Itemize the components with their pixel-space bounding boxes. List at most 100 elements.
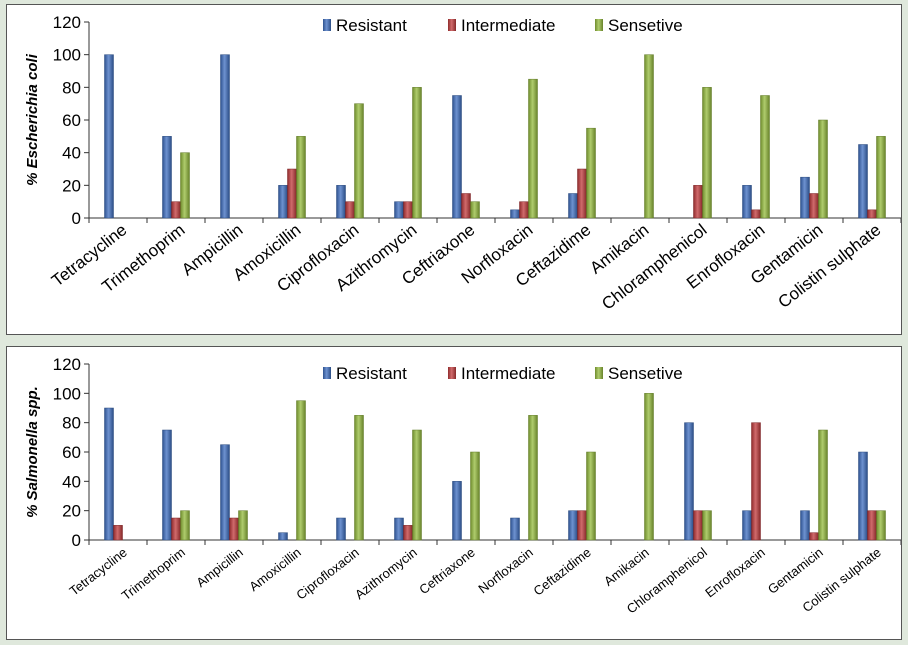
chart-panel-salmonella: 0 20 40 60 80 100 120% Salmonella spp. Tetracyc… xyxy=(6,346,902,640)
bar-sensitive xyxy=(702,510,712,541)
legend-swatch-sensitive xyxy=(595,19,603,31)
bar-sensitive xyxy=(412,87,422,219)
bar-resistant xyxy=(742,185,752,219)
y-tick-label: 120 xyxy=(53,355,81,374)
bar-intermediate xyxy=(809,193,819,219)
y-tick-label: 60 xyxy=(62,443,81,462)
bar-sensitive xyxy=(528,78,538,219)
bar-sensitive xyxy=(470,201,480,219)
bar-resistant xyxy=(568,193,578,219)
legend-label-intermediate: Intermediate xyxy=(461,16,556,35)
legend-swatch-sensitive xyxy=(595,367,603,379)
bar-resistant xyxy=(858,144,868,219)
category-label: Amoxicillin xyxy=(246,545,304,595)
y-tick-label: 0 xyxy=(72,209,81,228)
bar-resistant xyxy=(800,510,810,541)
bar-intermediate xyxy=(867,510,877,541)
bar-sensitive xyxy=(296,400,306,541)
y-tick-label: 80 xyxy=(62,78,81,97)
category-label: Azithromycin xyxy=(352,545,420,603)
category-label: Chloramphenicol xyxy=(598,220,710,314)
bar-resistant xyxy=(162,136,172,219)
category-label: Trimethoprim xyxy=(119,545,188,604)
bar-resistant xyxy=(452,481,462,541)
legend-label-sensitive: Sensetive xyxy=(608,16,683,35)
bar-sensitive xyxy=(470,451,480,541)
bar-intermediate xyxy=(751,209,761,219)
bar-sensitive xyxy=(586,127,596,219)
bar-sensitive xyxy=(818,119,828,219)
y-tick-label: 60 xyxy=(62,111,81,130)
bar-intermediate xyxy=(751,422,761,541)
legend-label-sensitive: Sensetive xyxy=(608,364,683,383)
bar-sensitive xyxy=(876,136,886,219)
bar-resistant xyxy=(568,510,578,541)
bar-intermediate xyxy=(693,185,703,219)
bar-sensitive xyxy=(760,95,770,219)
category-label: Ciprofloxacin xyxy=(293,545,361,603)
bar-resistant xyxy=(510,517,520,541)
bar-sensitive xyxy=(296,136,306,219)
y-tick-label: 0 xyxy=(72,531,81,550)
bar-intermediate xyxy=(693,510,703,541)
category-label: Ampicillin xyxy=(193,545,246,591)
bar-resistant xyxy=(858,451,868,541)
bar-intermediate xyxy=(867,209,877,219)
y-tick-label: 20 xyxy=(62,502,81,521)
legend-swatch-resistant xyxy=(323,19,331,31)
y-tick-label: 100 xyxy=(53,384,81,403)
bar-intermediate xyxy=(809,532,819,541)
bar-sensitive xyxy=(702,87,712,219)
bar-sensitive xyxy=(528,415,538,541)
bar-intermediate xyxy=(577,510,587,541)
bar-resistant xyxy=(336,185,346,219)
bar-intermediate xyxy=(113,525,123,541)
bar-resistant xyxy=(220,54,230,219)
bar-sensitive xyxy=(354,415,364,541)
legend-swatch-intermediate xyxy=(448,367,456,379)
bar-resistant xyxy=(510,209,520,219)
category-label: Ceftazidime xyxy=(531,545,594,599)
chart-panel-escherichia-coli: 0 20 40 60 80 100 120% Escherichia coli Tetracy… xyxy=(6,4,902,335)
category-label: Enrofloxacin xyxy=(702,545,768,601)
legend-label-resistant: Resistant xyxy=(336,364,407,383)
bar-resistant xyxy=(800,176,810,219)
bar-sensitive xyxy=(876,510,886,541)
bar-sensitive xyxy=(818,429,828,541)
y-tick-label: 40 xyxy=(62,144,81,163)
bar-resistant xyxy=(394,517,404,541)
bar-intermediate xyxy=(403,525,413,541)
bar-resistant xyxy=(742,510,752,541)
bar-sensitive xyxy=(180,152,190,219)
bar-sensitive xyxy=(354,103,364,219)
category-label: Norfloxacin xyxy=(475,545,535,597)
bar-intermediate xyxy=(287,168,297,219)
legend-label-intermediate: Intermediate xyxy=(461,364,556,383)
legend-label-resistant: Resistant xyxy=(336,16,407,35)
bar-intermediate xyxy=(461,193,471,219)
y-tick-label: 100 xyxy=(53,46,81,65)
bar-resistant xyxy=(162,429,172,541)
bar-resistant xyxy=(278,185,288,219)
bar-sensitive xyxy=(644,54,654,219)
bar-resistant xyxy=(452,95,462,219)
bar-sensitive xyxy=(586,451,596,541)
category-label: Amikacin xyxy=(601,545,652,589)
category-label: Ceftriaxone xyxy=(416,545,478,598)
y-tick-label: 40 xyxy=(62,472,81,491)
bar-intermediate xyxy=(403,201,413,219)
bar-resistant xyxy=(104,407,114,541)
bar-resistant xyxy=(684,422,694,541)
category-label: Colistin sulphate xyxy=(774,220,884,312)
bar-resistant xyxy=(394,201,404,219)
bar-sensitive xyxy=(412,429,422,541)
bar-resistant xyxy=(278,532,288,541)
bar-resistant xyxy=(336,517,346,541)
bar-intermediate xyxy=(229,517,239,541)
bar-intermediate xyxy=(171,201,181,219)
y-axis-label: % Escherichia coli xyxy=(24,53,41,186)
bar-intermediate xyxy=(171,517,181,541)
bar-intermediate xyxy=(345,201,355,219)
